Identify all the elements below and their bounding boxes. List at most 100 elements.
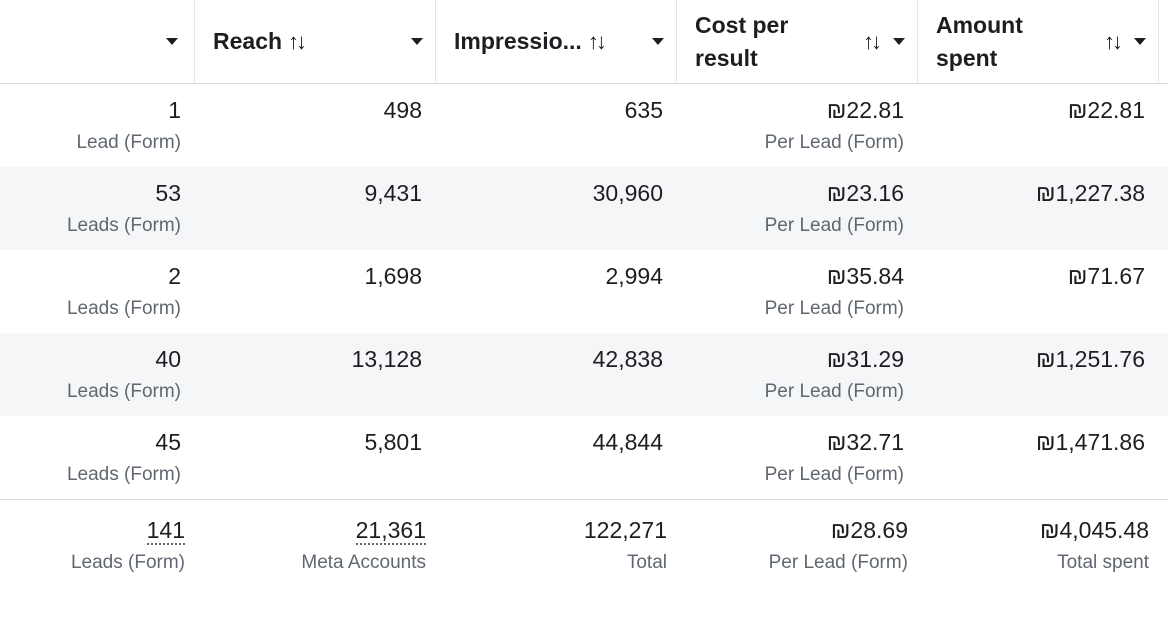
reach-cell: 13,128	[195, 333, 436, 416]
column-header-label: Impressio...	[454, 28, 582, 54]
table-row[interactable]: 53 Leads (Form) 9,431 30,960 ₪23.16 Per Le…	[0, 167, 1168, 250]
cost-value: ₪35.84	[826, 263, 904, 289]
caret-down-icon[interactable]	[411, 38, 423, 45]
column-header-label: Reach	[213, 28, 283, 54]
results-cell: 53 Leads (Form)	[0, 167, 195, 250]
cost-cell: ₪35.84 Per Lead (Form)	[677, 250, 918, 333]
results-cell: 1 Lead (Form)	[0, 84, 195, 167]
results-type: Leads (Form)	[66, 215, 181, 236]
total-spent-type: Total spent	[1057, 552, 1149, 573]
sort-arrows-icon[interactable]: ↑↓	[288, 28, 307, 54]
table-header: Reach ↑↓ Impressio... ↑↓ Cost per result…	[0, 0, 1168, 84]
reach-value: 5,801	[364, 429, 422, 455]
spent-cell: ₪1,227.38	[918, 167, 1159, 250]
results-type: Leads (Form)	[66, 381, 181, 402]
sort-arrows-icon[interactable]: ↑↓	[863, 28, 882, 54]
column-header-results[interactable]	[0, 0, 195, 83]
total-reach-value[interactable]: 21,361	[355, 517, 426, 545]
total-cost-type: Per Lead (Form)	[768, 552, 908, 573]
cost-type: Per Lead (Form)	[764, 298, 904, 319]
cost-type: Per Lead (Form)	[764, 215, 904, 236]
cost-value: ₪23.16	[826, 180, 904, 206]
spent-cell: ₪1,471.86	[918, 416, 1159, 499]
total-spent-cell: ₪4,045.48 Total spent	[918, 500, 1159, 600]
spent-cell: ₪1,251.76	[918, 333, 1159, 416]
caret-down-icon[interactable]	[893, 38, 905, 45]
total-impressions-type: Total	[626, 552, 667, 573]
total-cost-value: ₪28.69	[830, 517, 908, 543]
cost-value: ₪32.71	[826, 429, 904, 455]
spent-value: ₪1,227.38	[1035, 180, 1145, 206]
spent-value: ₪71.67	[1067, 263, 1145, 289]
cost-type: Per Lead (Form)	[764, 464, 904, 485]
spent-value: ₪22.81	[1067, 97, 1145, 123]
impressions-cell: 2,994	[436, 250, 677, 333]
cost-type: Per Lead (Form)	[764, 132, 904, 153]
impressions-value: 42,838	[592, 346, 663, 372]
cost-cell: ₪32.71 Per Lead (Form)	[677, 416, 918, 499]
results-value: 40	[155, 346, 181, 372]
table-row[interactable]: 1 Lead (Form) 498 635 ₪22.81 Per Lead (For…	[0, 84, 1168, 167]
reach-value: 9,431	[364, 180, 422, 206]
column-header-impressions[interactable]: Impressio... ↑↓	[436, 0, 677, 83]
cost-value: ₪31.29	[826, 346, 904, 372]
caret-down-icon[interactable]	[166, 38, 178, 45]
total-impressions-value: 122,271	[583, 517, 667, 543]
caret-down-icon[interactable]	[1134, 38, 1146, 45]
totals-row: 141 Leads (Form) 21,361 Meta Accounts 122,…	[0, 499, 1168, 600]
results-value: 53	[155, 180, 181, 206]
cost-cell: ₪22.81 Per Lead (Form)	[677, 84, 918, 167]
impressions-value: 44,844	[592, 429, 663, 455]
spent-value: ₪1,251.76	[1035, 346, 1145, 372]
reach-cell: 498	[195, 84, 436, 167]
column-header-label: Amount spent	[936, 11, 1023, 71]
spent-cell: ₪22.81	[918, 84, 1159, 167]
total-reach-cell: 21,361 Meta Accounts	[195, 500, 436, 600]
spent-cell: ₪71.67	[918, 250, 1159, 333]
spent-value: ₪1,471.86	[1035, 429, 1145, 455]
total-results-type: Leads (Form)	[70, 552, 185, 573]
column-header-label: Cost per result	[695, 11, 789, 71]
total-reach-type: Meta Accounts	[301, 552, 426, 573]
results-type: Leads (Form)	[66, 298, 181, 319]
impressions-cell: 30,960	[436, 167, 677, 250]
reach-cell: 5,801	[195, 416, 436, 499]
total-results-cell: 141 Leads (Form)	[0, 500, 195, 600]
cost-value: ₪22.81	[826, 97, 904, 123]
ads-results-table: Reach ↑↓ Impressio... ↑↓ Cost per result…	[0, 0, 1168, 600]
table-row[interactable]: 40 Leads (Form) 13,128 42,838 ₪31.29 Per L…	[0, 333, 1168, 416]
impressions-value: 2,994	[605, 263, 663, 289]
impressions-value: 635	[624, 97, 663, 123]
results-type: Leads (Form)	[66, 464, 181, 485]
sort-arrows-icon[interactable]: ↑↓	[587, 28, 607, 54]
reach-value: 13,128	[351, 346, 422, 372]
table-row[interactable]: 45 Leads (Form) 5,801 44,844 ₪32.71 Per Le…	[0, 416, 1168, 499]
results-value: 2	[168, 263, 181, 289]
impressions-cell: 42,838	[436, 333, 677, 416]
reach-cell: 9,431	[195, 167, 436, 250]
total-cost-cell: ₪28.69 Per Lead (Form)	[677, 500, 918, 600]
results-type: Lead (Form)	[76, 132, 181, 153]
reach-value: 498	[383, 97, 422, 123]
results-value: 1	[168, 97, 181, 123]
impressions-value: 30,960	[592, 180, 663, 206]
sort-arrows-icon[interactable]: ↑↓	[1104, 28, 1123, 54]
total-impressions-cell: 122,271 Total	[436, 500, 677, 600]
caret-down-icon[interactable]	[652, 38, 664, 45]
cost-cell: ₪31.29 Per Lead (Form)	[677, 333, 918, 416]
cost-cell: ₪23.16 Per Lead (Form)	[677, 167, 918, 250]
total-results-value[interactable]: 141	[146, 517, 185, 545]
column-header-amount-spent[interactable]: Amount spent ↑↓	[918, 0, 1159, 83]
total-spent-value: ₪4,045.48	[1039, 517, 1149, 543]
column-header-cost-per-result[interactable]: Cost per result ↑↓	[677, 0, 918, 83]
results-cell: 40 Leads (Form)	[0, 333, 195, 416]
impressions-cell: 44,844	[436, 416, 677, 499]
impressions-cell: 635	[436, 84, 677, 167]
results-cell: 2 Leads (Form)	[0, 250, 195, 333]
column-header-reach[interactable]: Reach ↑↓	[195, 0, 436, 83]
reach-value: 1,698	[364, 263, 422, 289]
table-row[interactable]: 2 Leads (Form) 1,698 2,994 ₪35.84 Per Lead…	[0, 250, 1168, 333]
results-value: 45	[155, 429, 181, 455]
cost-type: Per Lead (Form)	[764, 381, 904, 402]
reach-cell: 1,698	[195, 250, 436, 333]
